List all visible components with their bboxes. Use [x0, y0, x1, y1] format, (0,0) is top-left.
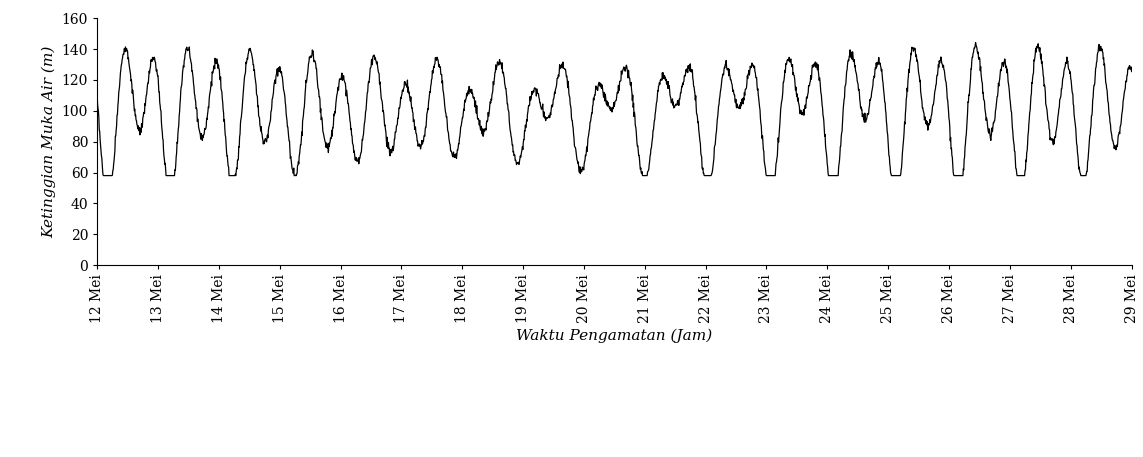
Y-axis label: Ketinggian Muka Air (m): Ketinggian Muka Air (m) — [41, 46, 56, 238]
X-axis label: Waktu Pengamatan (Jam): Waktu Pengamatan (Jam) — [517, 329, 712, 343]
